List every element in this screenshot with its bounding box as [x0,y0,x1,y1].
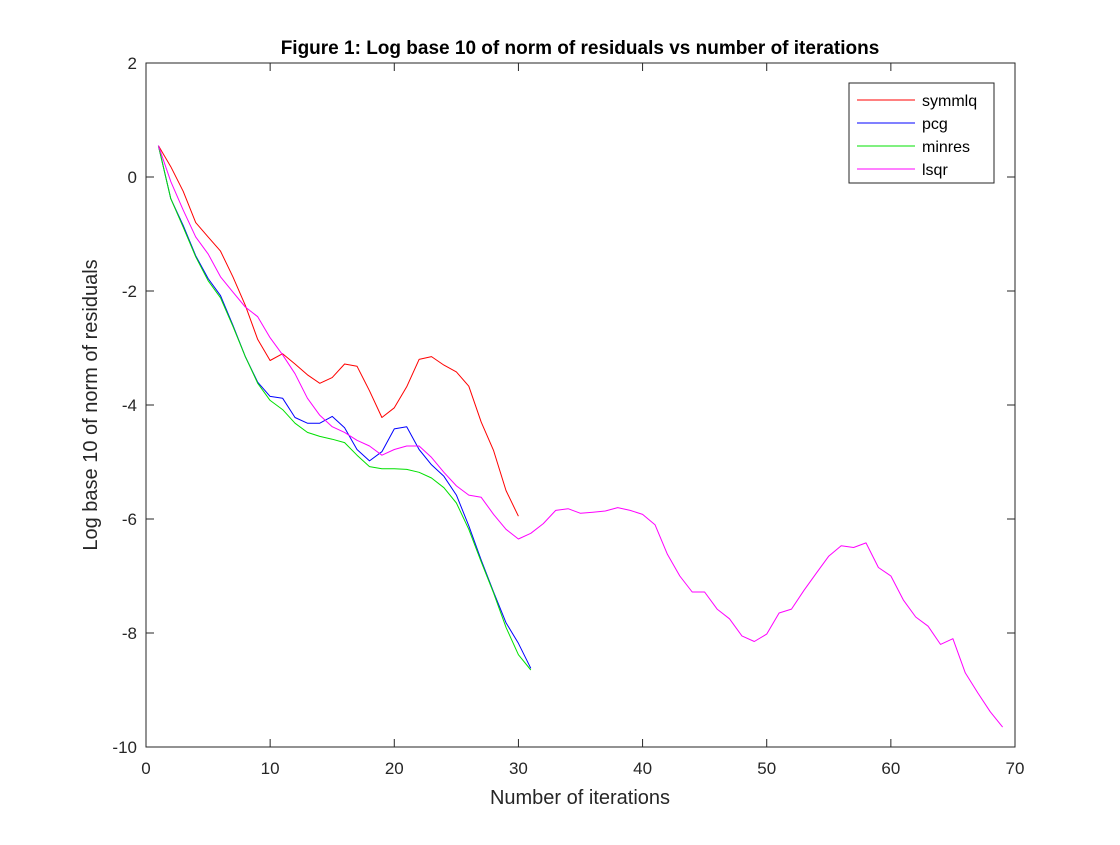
legend-label-pcg: pcg [922,116,948,133]
series-line-minres [157,145,532,671]
x-tick-label: 70 [1006,759,1025,778]
x-tick-label: 50 [757,759,776,778]
x-tick-label: 40 [633,759,652,778]
series-line-symmlq [157,145,519,517]
series-line-lsqr [157,145,1003,728]
x-tick-label: 20 [385,759,404,778]
series-lines [157,145,1003,728]
y-tick-label: -10 [112,738,137,757]
legend-label-symmlq: symmlq [922,93,977,110]
y-tick-label: 0 [128,168,137,187]
chart-title: Figure 1: Log base 10 of norm of residua… [281,38,880,59]
y-tick-label: -8 [122,624,137,643]
y-axis-label: Log base 10 of norm of residuals [80,259,102,550]
x-tick-label: 0 [141,759,150,778]
series-line-pcg [157,145,532,669]
x-tick-label: 30 [509,759,528,778]
x-axis: 0 10 20 30 40 50 60 70 [141,63,1024,778]
legend-label-minres: minres [922,139,970,156]
y-tick-label: -2 [122,282,137,301]
x-tick-label: 10 [261,759,280,778]
y-tick-label: -4 [122,396,137,415]
y-tick-label: -6 [122,510,137,529]
x-tick-label: 60 [881,759,900,778]
legend: symmlq pcg minres lsqr [848,82,995,184]
legend-label-lsqr: lsqr [922,162,948,179]
y-axis: 2 0 -2 -4 -6 -8 -10 [112,54,1015,757]
y-tick-label: 2 [128,54,137,73]
x-axis-label: Number of iterations [490,787,670,809]
